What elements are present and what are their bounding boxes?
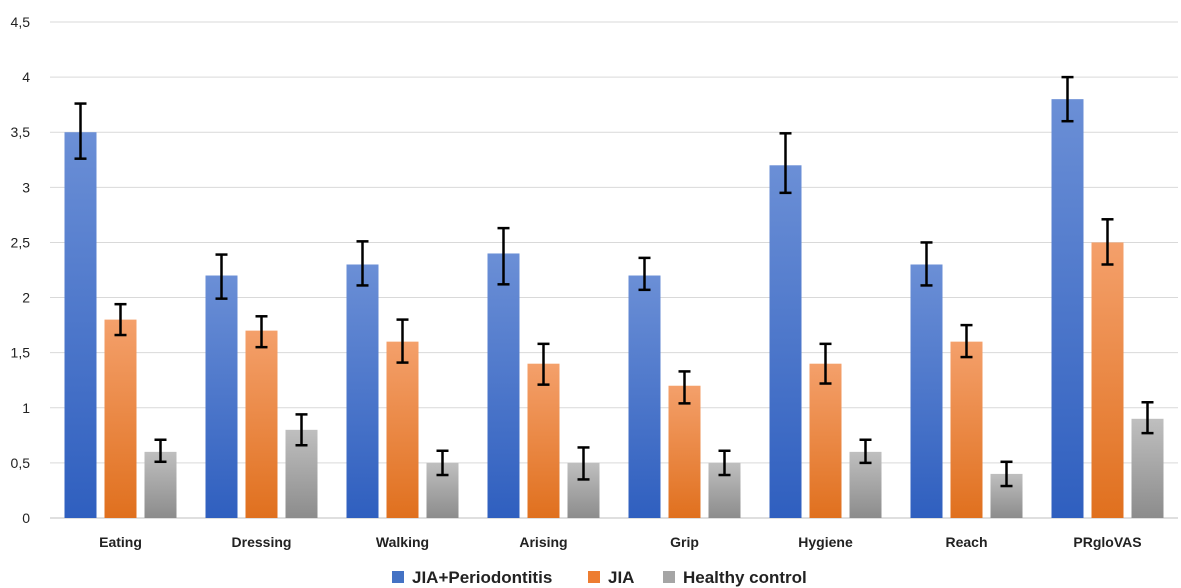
x-category-label: Arising <box>519 534 567 550</box>
legend-label: JIA <box>608 568 634 587</box>
x-category-label: Grip <box>670 534 699 550</box>
x-category-label: Dressing <box>232 534 292 550</box>
x-category-label: Eating <box>99 534 142 550</box>
legend-swatch <box>588 571 600 583</box>
bar-jia-periodontitis-grip <box>628 275 661 518</box>
error-bar <box>718 449 731 477</box>
legend-swatch <box>392 571 404 583</box>
y-tick-label: 3,5 <box>11 124 31 140</box>
error-bar <box>215 253 228 300</box>
legend-label: Healthy control <box>683 568 807 587</box>
bar-jia-eating <box>104 319 137 518</box>
error-bar <box>920 241 933 287</box>
legend-swatch <box>663 571 675 583</box>
bar-jia-periodontitis-prglovas <box>1051 99 1084 519</box>
y-tick-label: 0,5 <box>11 455 31 471</box>
error-bar <box>537 342 550 386</box>
error-bar <box>295 413 308 447</box>
error-bar <box>1061 75 1074 123</box>
error-bar <box>356 240 369 287</box>
x-category-label: Walking <box>376 534 429 550</box>
y-tick-label: 3 <box>22 179 30 195</box>
bar-jia-dressing <box>245 330 278 518</box>
bar-jia-periodontitis-eating <box>64 132 97 518</box>
bar-jia-periodontitis-arising <box>487 253 520 518</box>
y-tick-label: 2 <box>22 290 30 306</box>
error-bar <box>396 318 409 364</box>
bar-jia-periodontitis-hygiene <box>769 165 802 519</box>
y-tick-label: 1,5 <box>11 345 31 361</box>
error-bar <box>577 446 590 481</box>
y-axis-ticks: 0 0,5 1 1,5 2 2,5 3 3,5 4 4,5 <box>11 14 31 526</box>
bar-healthy-control-prglovas <box>1131 418 1164 518</box>
bar-jia-periodontitis-reach <box>910 264 943 518</box>
y-tick-label: 2,5 <box>11 234 31 250</box>
bar-jia-prglovas <box>1091 242 1124 518</box>
bar-jia-walking <box>386 341 419 518</box>
x-axis-categories: Eating Dressing Walking Arising Grip Hygiene R… <box>99 534 1141 550</box>
x-category-label: Reach <box>945 534 987 550</box>
error-bar <box>678 370 691 405</box>
error-bar <box>497 226 510 286</box>
error-bar <box>1101 218 1114 266</box>
bar-jia-periodontitis-dressing <box>205 275 238 518</box>
error-bar <box>1000 460 1013 488</box>
error-bar <box>255 315 268 349</box>
bar-jia-periodontitis-walking <box>346 264 379 518</box>
y-tick-label: 4 <box>22 69 30 85</box>
error-bar <box>638 256 651 292</box>
bar-jia-reach <box>950 341 983 518</box>
legend-item: JIA+Periodontitis <box>392 568 552 587</box>
error-bar <box>154 438 167 464</box>
bar-jia-hygiene <box>809 363 842 518</box>
error-bar <box>819 342 832 385</box>
y-tick-label: 0 <box>22 510 30 526</box>
error-bar <box>436 449 449 477</box>
legend-item: JIA <box>588 568 634 587</box>
error-bar <box>114 302 127 337</box>
error-bar <box>859 438 872 465</box>
bar-jia-arising <box>527 363 560 518</box>
x-category-label: PRgloVAS <box>1073 534 1141 550</box>
error-bar <box>1141 401 1154 435</box>
x-category-label: Hygiene <box>798 534 853 550</box>
y-tick-label: 1 <box>22 400 30 416</box>
bar-jia-grip <box>668 385 701 518</box>
legend-label: JIA+Periodontitis <box>412 568 552 587</box>
error-bar <box>779 132 792 195</box>
y-tick-label: 4,5 <box>11 14 31 30</box>
error-bar <box>960 323 973 359</box>
error-bar <box>74 102 87 160</box>
gridlines <box>50 21 1178 519</box>
bars <box>64 75 1164 519</box>
legend-item: Healthy control <box>663 568 807 587</box>
legend: JIA+Periodontitis JIA Healthy control <box>392 568 807 587</box>
